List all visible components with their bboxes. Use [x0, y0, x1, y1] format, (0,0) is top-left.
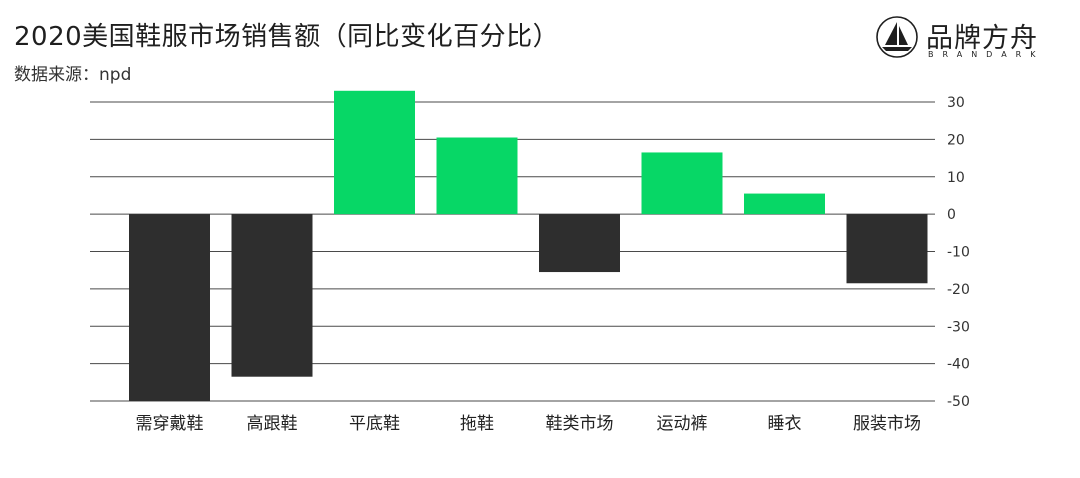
- brand-name: 品牌方舟: [926, 23, 1038, 54]
- y-tick-label: 30: [947, 95, 965, 111]
- brand-logo: 品牌方舟 BRANDARK: [874, 14, 1064, 62]
- brand-subtitle: BRANDARK: [928, 50, 1045, 59]
- y-tick-label: -40: [947, 357, 970, 373]
- bar: [539, 214, 620, 273]
- sailboat-icon: [876, 16, 918, 58]
- bar: [231, 214, 313, 377]
- bar: [334, 90, 415, 215]
- y-tick-label: -10: [947, 245, 970, 261]
- bar: [129, 214, 210, 401]
- x-category-label: 需穿戴鞋: [136, 414, 204, 434]
- bar: [846, 214, 928, 284]
- bar: [744, 193, 825, 215]
- x-category-label: 运动裤: [657, 414, 708, 434]
- x-category-label: 睡衣: [768, 414, 802, 434]
- x-category-label: 拖鞋: [460, 414, 494, 434]
- y-tick-label: 10: [947, 170, 965, 186]
- y-tick-label: -20: [947, 282, 970, 298]
- y-tick-label: -30: [947, 319, 970, 335]
- chart-title: 2020美国鞋服市场销售额（同比变化百分比）: [14, 22, 560, 52]
- x-category-label: 高跟鞋: [247, 414, 298, 434]
- y-tick-label: 0: [947, 207, 956, 223]
- x-category-label: 平底鞋: [349, 414, 400, 434]
- y-tick-label: 20: [947, 132, 965, 148]
- bar: [436, 137, 518, 215]
- y-tick-label: -50: [947, 394, 970, 410]
- x-category-label: 鞋类市场: [546, 414, 614, 434]
- x-category-label: 服装市场: [853, 414, 921, 434]
- bar: [641, 152, 723, 215]
- data-source: 数据来源：npd: [14, 65, 132, 85]
